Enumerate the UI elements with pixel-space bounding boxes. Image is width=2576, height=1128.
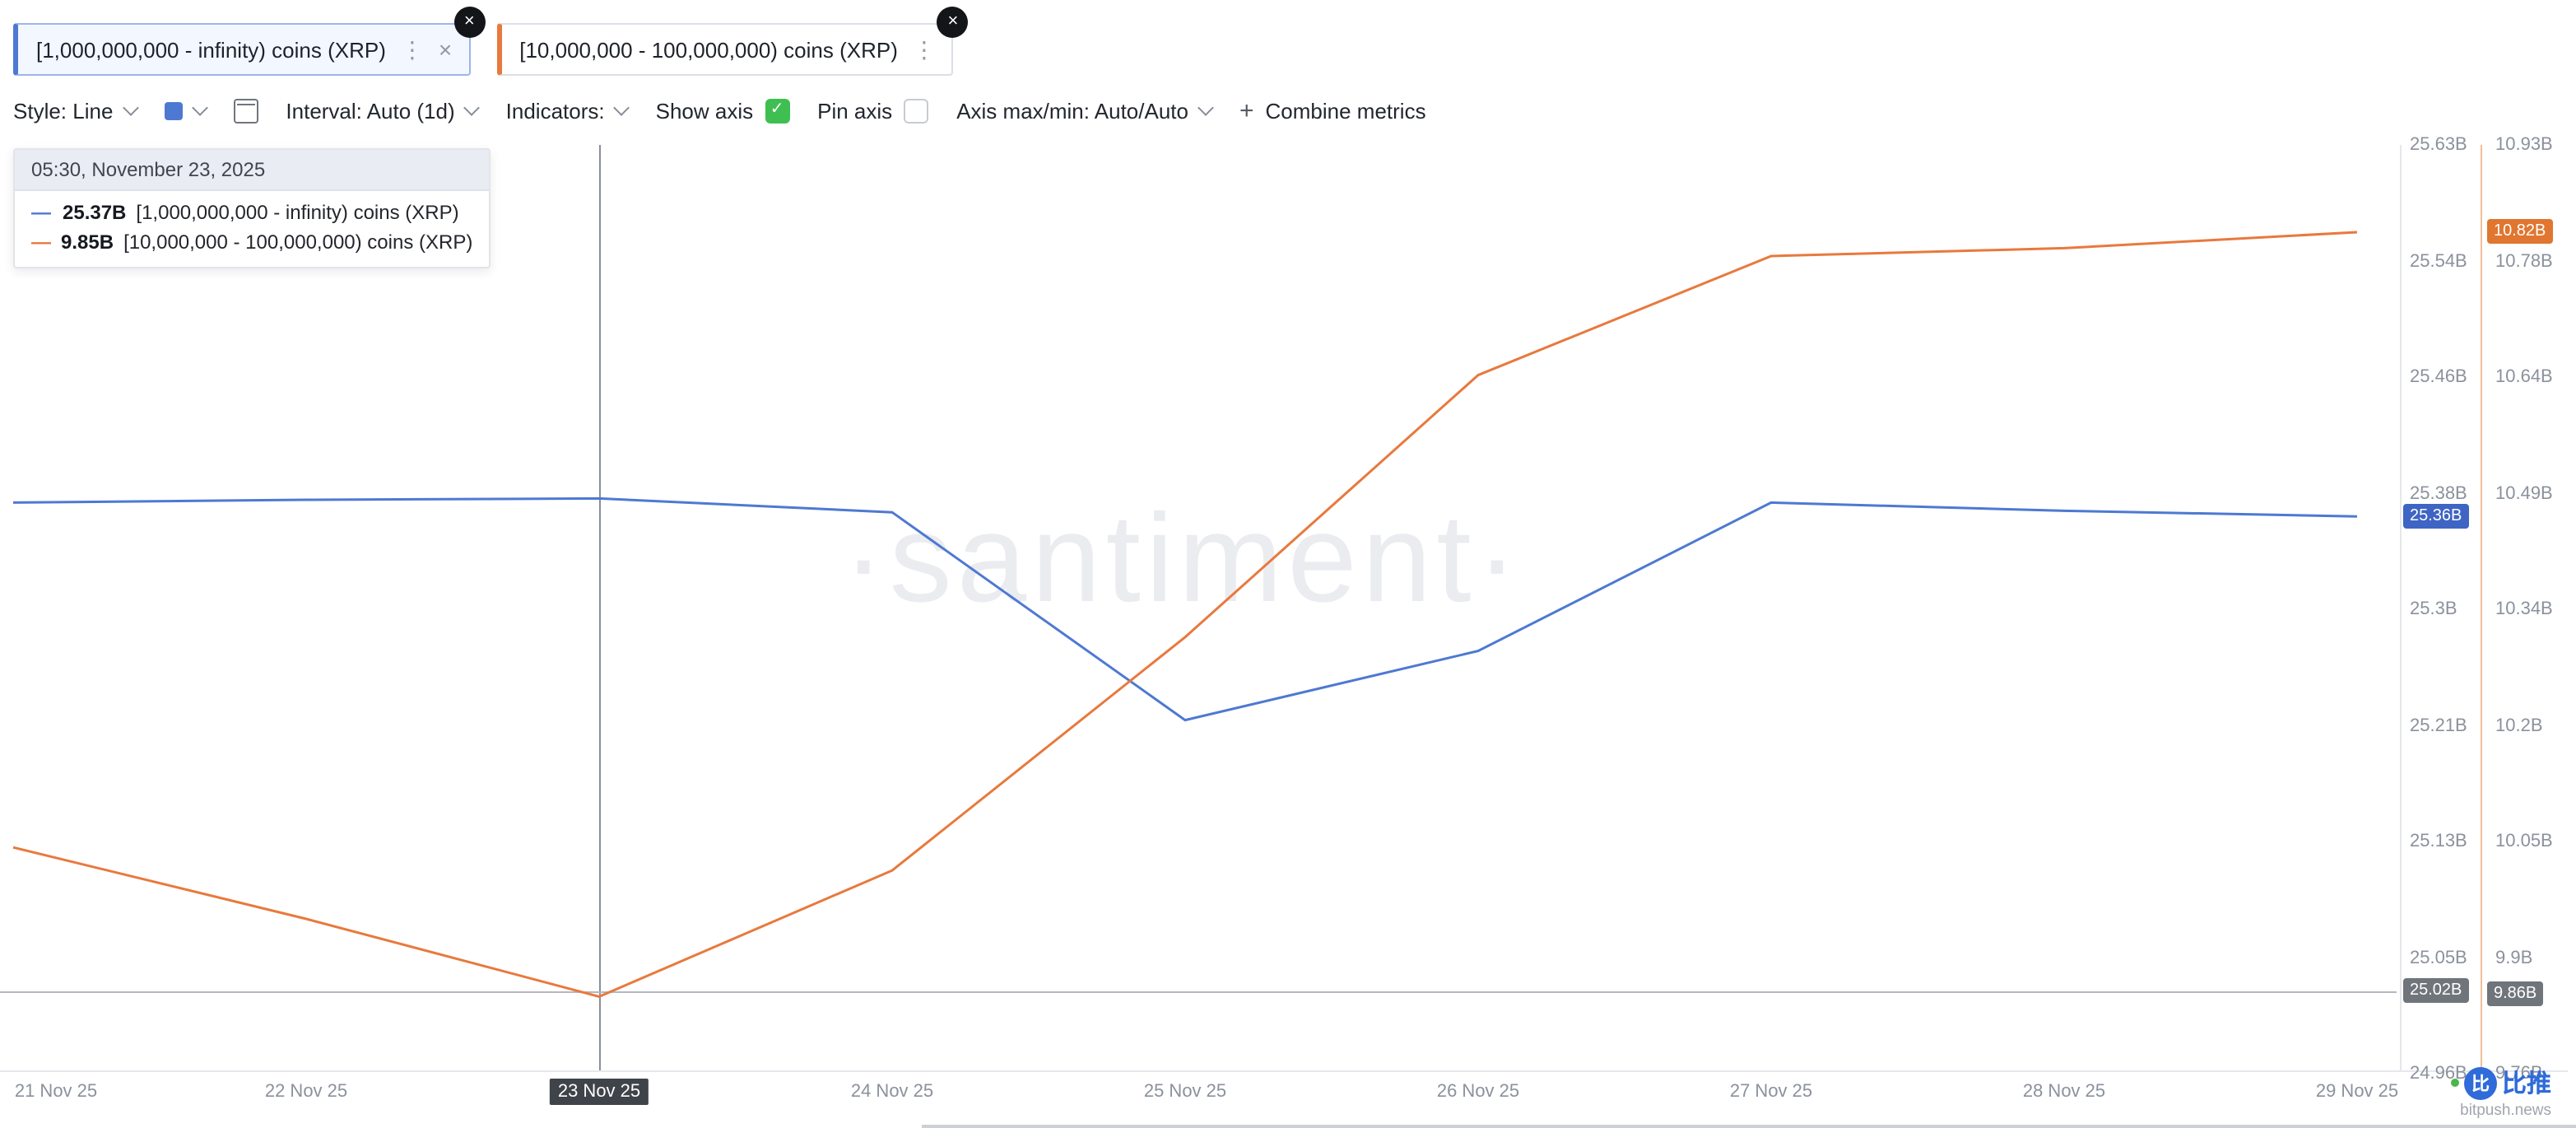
metric-color-swatch [164, 101, 183, 119]
show-axis-label: Show axis [655, 98, 754, 123]
style-selector[interactable]: Style: Line [13, 98, 139, 123]
combine-metrics-button[interactable]: + Combine metrics [1239, 98, 1426, 123]
tooltip-metric-label: [1,000,000,000 - infinity) coins (XRP) [136, 201, 459, 224]
indicators-label: Indicators: [505, 98, 605, 123]
x-axis-tick-label: 27 Nov 25 [1729, 1082, 1813, 1102]
indicators-selector[interactable]: Indicators: [505, 98, 630, 123]
chevron-down-icon [463, 99, 481, 115]
tooltip-row: — 9.85B [10,000,000 - 100,000,000) coins (… [15, 227, 489, 257]
kebab-menu-icon[interactable]: ⋮ [400, 36, 424, 63]
color-swatch-selector[interactable] [164, 99, 208, 119]
left-axis-line [2400, 145, 2402, 1072]
green-dot-icon [2451, 1079, 2459, 1087]
metric-tabs: [1,000,000,000 - infinity) coins (XRP) ⋮… [13, 7, 969, 76]
right-axis-tick-label: 10.93B [2495, 135, 2553, 155]
tooltip-timestamp: 05:30, November 23, 2025 [15, 150, 489, 191]
remove-metric-button[interactable]: × [937, 7, 969, 38]
x-axis-tick-label: 28 Nov 25 [2022, 1082, 2106, 1102]
left-axis-tick-label: 25.13B [2410, 832, 2467, 851]
right-axis-tick-label: 10.49B [2495, 483, 2553, 503]
series-line-right [12, 231, 2358, 998]
right-axis-tick-label: 10.64B [2495, 367, 2553, 387]
x-axis-tick-label: 22 Nov 25 [264, 1082, 348, 1102]
axis-maxmin-selector[interactable]: Axis max/min: Auto/Auto [956, 98, 1214, 123]
tooltip-row: — 25.37B [1,000,000,000 - infinity) coins … [15, 198, 489, 227]
santiment-watermark: ·santiment· [843, 489, 1523, 629]
chart-tooltip: 05:30, November 23, 2025 — 25.37B [1,000,0… [13, 148, 491, 268]
interval-calendar-button[interactable] [233, 98, 258, 123]
plot-area[interactable] [0, 145, 2397, 1079]
right-axis-tick-label: 9.9B [2495, 948, 2533, 967]
close-icon[interactable]: × [438, 36, 453, 63]
x-axis-tick-label: 25 Nov 25 [1143, 1082, 1227, 1102]
tooltip-value: 25.37B [63, 201, 127, 224]
metric-tab-1[interactable]: [1,000,000,000 - infinity) coins (XRP) ⋮… [13, 7, 486, 76]
combine-metrics-label: Combine metrics [1265, 98, 1426, 123]
left-axis-crosshair-badge: 25.02B [2403, 977, 2469, 1002]
bitpush-logo-row: 比 比推 [2451, 1065, 2551, 1100]
crosshair-vertical-line [599, 145, 601, 1070]
right-axis-tick-label: 9.76B [2495, 1064, 2543, 1084]
legend-dash-icon: — [31, 231, 51, 254]
left-axis-tick-label: 25.54B [2410, 251, 2467, 271]
tooltip-value: 9.85B [61, 231, 114, 254]
bitpush-site-label: bitpush.news [2460, 1102, 2552, 1120]
x-axis-tick-label: 24 Nov 25 [850, 1082, 934, 1102]
right-axis-tick-label: 10.2B [2495, 715, 2543, 735]
metric-tab-2[interactable]: [10,000,000 - 100,000,000) coins (XRP) ⋮… [496, 7, 969, 76]
crosshair-horizontal-line [0, 990, 2397, 992]
legend-dash-icon: — [31, 201, 51, 224]
left-axis-tick-label: 25.46B [2410, 367, 2467, 387]
left-axis-tick-label: 25.05B [2410, 948, 2467, 967]
remove-metric-button[interactable]: × [453, 7, 486, 38]
style-label: Style: Line [13, 98, 114, 123]
left-axis-tick-label: 25.63B [2410, 135, 2467, 155]
kebab-menu-icon[interactable]: ⋮ [912, 36, 936, 63]
right-axis-line [2481, 145, 2482, 1072]
right-axis-current-badge: 10.82B [2487, 219, 2553, 244]
series-line-left [12, 496, 2358, 722]
right-axis-tick-label: 10.78B [2495, 251, 2553, 271]
pin-axis-toggle[interactable]: Pin axis [817, 98, 929, 123]
interval-label: Interval: Auto (1d) [286, 98, 455, 123]
x-axis-crosshair-label: 23 Nov 25 [549, 1079, 649, 1105]
interval-icon [233, 98, 258, 123]
pin-axis-label: Pin axis [817, 98, 893, 123]
plus-icon: + [1239, 96, 1254, 124]
axis-maxmin-label: Axis max/min: Auto/Auto [956, 98, 1188, 123]
show-axis-toggle[interactable]: Show axis [656, 98, 790, 123]
pin-axis-checkbox[interactable] [904, 98, 929, 123]
left-axis-tick-label: 25.38B [2410, 483, 2467, 503]
chevron-down-icon [613, 99, 630, 115]
x-axis-tick-label: 29 Nov 25 [2315, 1082, 2399, 1102]
chevron-down-icon [1197, 99, 1214, 115]
chart-toolbar: Style: Line Interval: Auto (1d) Indicato… [13, 92, 1426, 128]
bitpush-logo: 比 比推 bitpush.news [2451, 1065, 2551, 1120]
tooltip-body: — 25.37B [1,000,000,000 - infinity) coins … [15, 191, 489, 267]
left-axis-current-badge: 25.36B [2403, 503, 2469, 529]
bitpush-name: 比推 [2502, 1070, 2552, 1098]
bitpush-circle-icon: 比 [2464, 1066, 2497, 1099]
right-axis-tick-label: 10.05B [2495, 832, 2553, 851]
metric-tab-2-label: [10,000,000 - 100,000,000) coins (XRP) [519, 37, 898, 62]
chevron-down-icon [191, 99, 208, 115]
right-axis-tick-label: 10.34B [2495, 599, 2553, 619]
tooltip-metric-label: [10,000,000 - 100,000,000) coins (XRP) [123, 231, 473, 254]
metric-tab-1-label: [1,000,000,000 - infinity) coins (XRP) [36, 37, 386, 62]
horizontal-scrollbar[interactable] [922, 1125, 2576, 1128]
chevron-down-icon [122, 99, 139, 115]
x-axis-line [0, 1070, 2568, 1072]
x-axis-tick-label: 21 Nov 25 [14, 1082, 98, 1102]
x-axis-tick-label: 26 Nov 25 [1436, 1082, 1520, 1102]
left-axis-tick-label: 25.21B [2410, 715, 2467, 735]
left-axis-tick-label: 25.3B [2410, 599, 2457, 619]
interval-selector[interactable]: Interval: Auto (1d) [286, 98, 481, 123]
show-axis-checkbox[interactable] [765, 98, 790, 123]
right-axis-crosshair-badge: 9.86B [2487, 981, 2544, 1006]
